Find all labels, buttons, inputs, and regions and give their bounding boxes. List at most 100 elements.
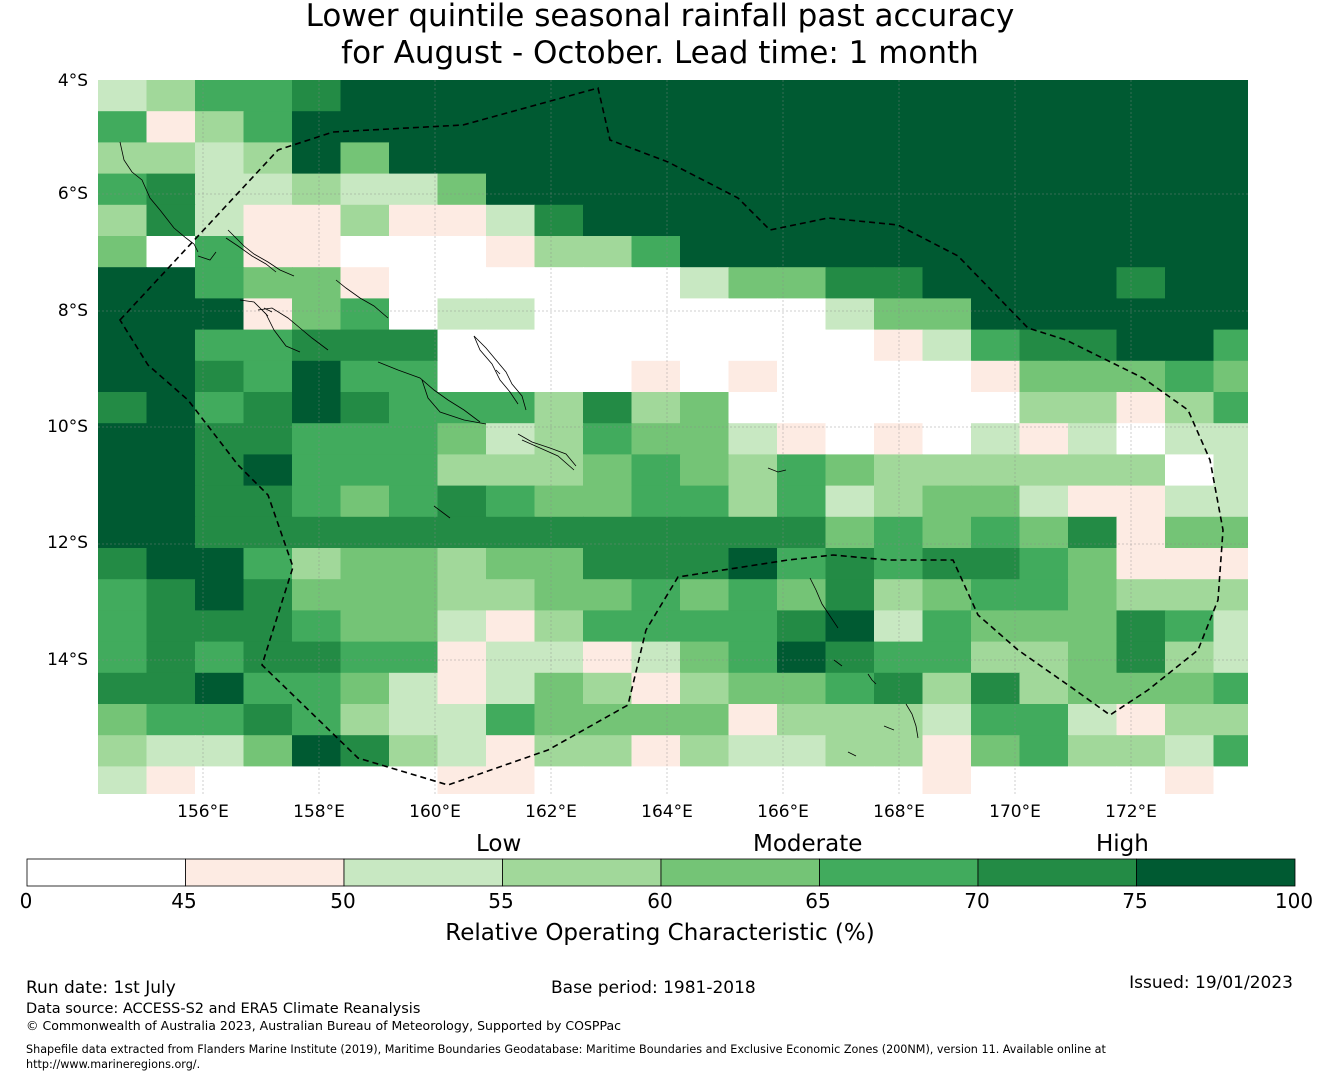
grid-cell [971,672,1021,705]
grid-cell [1116,610,1166,643]
grid-cell [534,173,584,206]
grid-cell [1019,392,1069,424]
grid-cell [1019,548,1069,580]
grid-cell [486,236,536,268]
grid-cell [971,735,1021,767]
colorbar-tick-label: 45 [171,889,197,913]
grid-cell [486,454,536,487]
grid-cell [243,423,293,455]
grid-cell [389,392,439,424]
grid-cell [1165,766,1215,794]
colorbar-tick-label: 100 [1274,889,1314,913]
grid-cell [874,392,924,424]
lat-tick-label: 12°S [47,533,88,553]
grid-cell [437,672,487,705]
grid-cell [874,173,924,206]
grid-cell [98,641,148,674]
grid-cell [486,672,536,705]
grid-cell [486,516,536,549]
grid-cell [534,267,584,299]
grid-cell [534,329,584,362]
grid-cell [777,672,827,705]
issued-date: Issued: 19/01/2023 [1129,973,1293,993]
grid-cell [825,267,875,299]
grid-cell [340,641,390,674]
grid-cell [98,392,148,424]
grid-cell [631,204,681,237]
grid-cell [1068,236,1118,268]
grid-cell [437,204,487,237]
grid-cell [243,80,293,112]
grid-cell [922,392,972,424]
grid-cell [825,423,875,455]
grid-cell [340,173,390,206]
colorbar-tick-label: 75 [1122,889,1148,913]
grid-cell [680,735,730,767]
map-title-line-1: Lower quintile seasonal rainfall past ac… [305,0,1015,34]
grid-cell [1213,610,1248,643]
grid-cell [825,142,875,175]
grid-cell [340,766,390,794]
grid-cell [534,610,584,643]
grid-cell [922,80,972,112]
colorbar [26,858,1296,887]
grid-cell [777,111,827,143]
grid-cell [874,610,924,643]
grid-cell [437,610,487,643]
grid-cell [728,423,778,455]
grid-cell [583,392,633,424]
grid-cell [292,641,342,674]
grid-cell [389,173,439,206]
grid-cell [437,360,487,393]
grid-cell [389,329,439,362]
grid-cell [340,423,390,455]
grid-cell [1068,360,1118,393]
grid-cell [583,80,633,112]
grid-cell [534,236,584,268]
grid-cell [631,423,681,455]
grid-cell [728,298,778,331]
grid-cell [1213,329,1248,362]
grid-cell [1068,267,1118,299]
grid-cell [777,236,827,268]
grid-cell [1213,360,1248,393]
grid-cell [243,204,293,237]
grid-cell [971,704,1021,736]
grid-cell [292,766,342,794]
grid-cell [292,423,342,455]
grid-cell [680,360,730,393]
grid-cell [98,735,148,767]
grid-cell [243,735,293,767]
grid-cell [1116,236,1166,268]
grid-cell [874,579,924,611]
grid-cell [243,672,293,705]
grid-cell [680,298,730,331]
grid-cell [1116,80,1166,112]
grid-cell [534,360,584,393]
grid-cell [534,298,584,331]
grid-cell [340,142,390,175]
base-period: Base period: 1981-2018 [551,978,756,998]
grid-cell [243,392,293,424]
grid-cell [922,204,972,237]
grid-cell [1116,111,1166,143]
grid-cell [922,704,972,736]
grid-cell [437,735,487,767]
grid-cell [874,267,924,299]
grid-cell [437,704,487,736]
legend-category-low: Low [476,831,522,857]
grid-cell [680,548,730,580]
grid-cell [680,392,730,424]
grid-cell [728,454,778,487]
grid-cell [1116,423,1166,455]
grid-cell [146,423,196,455]
grid-cell [971,766,1021,794]
grid-cell [777,80,827,112]
grid-cell [340,672,390,705]
grid-cell [1213,204,1248,237]
grid-cell [486,610,536,643]
grid-cell [486,329,536,362]
colorbar-segment [343,858,503,887]
grid-cell [1019,298,1069,331]
grid-cell [1116,548,1166,580]
